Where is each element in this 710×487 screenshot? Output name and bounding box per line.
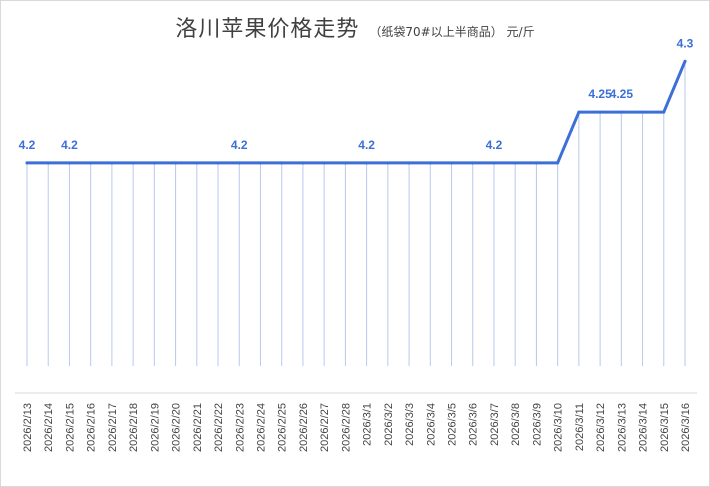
data-point <box>450 161 454 165</box>
x-tick-label: 2026/2/26 <box>298 403 310 452</box>
data-point <box>131 161 135 165</box>
x-tick-label: 2026/2/20 <box>171 403 183 452</box>
data-point <box>471 161 475 165</box>
chart-title: 洛川苹果价格走势 <box>175 17 360 42</box>
x-tick-label: 2026/2/21 <box>192 403 204 452</box>
x-tick-label: 2026/2/22 <box>213 403 225 452</box>
data-label: 4.2 <box>231 138 248 152</box>
data-point <box>577 110 581 114</box>
data-point <box>343 161 347 165</box>
data-point <box>89 161 93 165</box>
x-tick-label: 2026/3/7 <box>489 403 501 446</box>
chart-subtitle: （纸袋70#以上半商品） 元/斤 <box>369 25 535 39</box>
data-point <box>492 161 496 165</box>
x-tick-label: 2026/3/6 <box>468 403 480 446</box>
x-tick-label: 2026/2/23 <box>234 403 246 452</box>
x-tick-label: 2026/3/5 <box>447 403 459 446</box>
series-line <box>25 59 687 165</box>
data-point <box>322 161 326 165</box>
data-label: 4.2 <box>19 138 36 152</box>
data-label: 4.25 <box>588 87 612 101</box>
data-point <box>598 110 602 114</box>
x-tick-label: 2026/3/10 <box>553 403 565 452</box>
x-tick-label: 2026/2/27 <box>319 403 331 452</box>
data-label: 4.2 <box>486 138 503 152</box>
x-tick-label: 2026/2/19 <box>149 403 161 452</box>
data-point <box>280 161 284 165</box>
x-tick-label: 2026/3/3 <box>404 403 416 446</box>
x-tick-label: 2026/3/15 <box>659 403 671 452</box>
data-point <box>641 110 645 114</box>
data-point <box>428 161 432 165</box>
x-tick-label: 2026/3/13 <box>616 403 628 452</box>
x-tick-label: 2026/3/11 <box>574 403 586 451</box>
data-point <box>556 161 560 165</box>
data-point <box>365 161 369 165</box>
x-tick-label: 2026/3/9 <box>531 403 543 446</box>
data-point <box>386 161 390 165</box>
x-tick-label: 2026/3/12 <box>595 403 607 452</box>
data-point <box>152 161 156 165</box>
x-tick-label: 2026/2/15 <box>64 403 76 452</box>
data-point <box>46 161 50 165</box>
data-point <box>301 161 305 165</box>
x-tick-label: 2026/3/8 <box>510 403 522 446</box>
data-label: 4.2 <box>358 138 375 152</box>
data-point <box>216 161 220 165</box>
data-point <box>407 161 411 165</box>
x-tick-label: 2026/3/16 <box>680 403 692 452</box>
x-tick-label: 2026/2/25 <box>277 403 289 452</box>
data-point <box>513 161 517 165</box>
data-point <box>683 59 687 63</box>
data-point <box>534 161 538 165</box>
data-point <box>237 161 241 165</box>
x-tick-label: 2026/2/28 <box>340 403 352 452</box>
x-tick-label: 2026/3/4 <box>425 403 437 446</box>
data-point <box>619 110 623 114</box>
x-tick-label: 2026/3/1 <box>362 403 374 446</box>
data-point <box>195 161 199 165</box>
data-point <box>110 161 114 165</box>
chart-title-row: 洛川苹果价格走势 （纸袋70#以上半商品） 元/斤 <box>1 11 709 45</box>
data-point <box>174 161 178 165</box>
x-tick-label: 2026/2/18 <box>128 403 140 452</box>
x-tick-label: 2026/2/16 <box>86 403 98 452</box>
data-label: 4.3 <box>677 36 694 50</box>
x-tick-label: 2026/2/13 <box>22 403 34 452</box>
x-tick-label: 2026/2/24 <box>255 403 267 452</box>
data-label: 4.2 <box>61 138 78 152</box>
data-point <box>258 161 262 165</box>
data-point <box>25 161 29 165</box>
x-tick-label: 2026/3/2 <box>383 403 395 446</box>
data-point <box>67 161 71 165</box>
data-label: 4.25 <box>610 87 634 101</box>
x-tick-label: 2026/2/17 <box>107 403 119 452</box>
x-tick-label: 2026/2/14 <box>43 403 55 452</box>
x-tick-label: 2026/3/14 <box>638 403 650 452</box>
data-point <box>662 110 666 114</box>
